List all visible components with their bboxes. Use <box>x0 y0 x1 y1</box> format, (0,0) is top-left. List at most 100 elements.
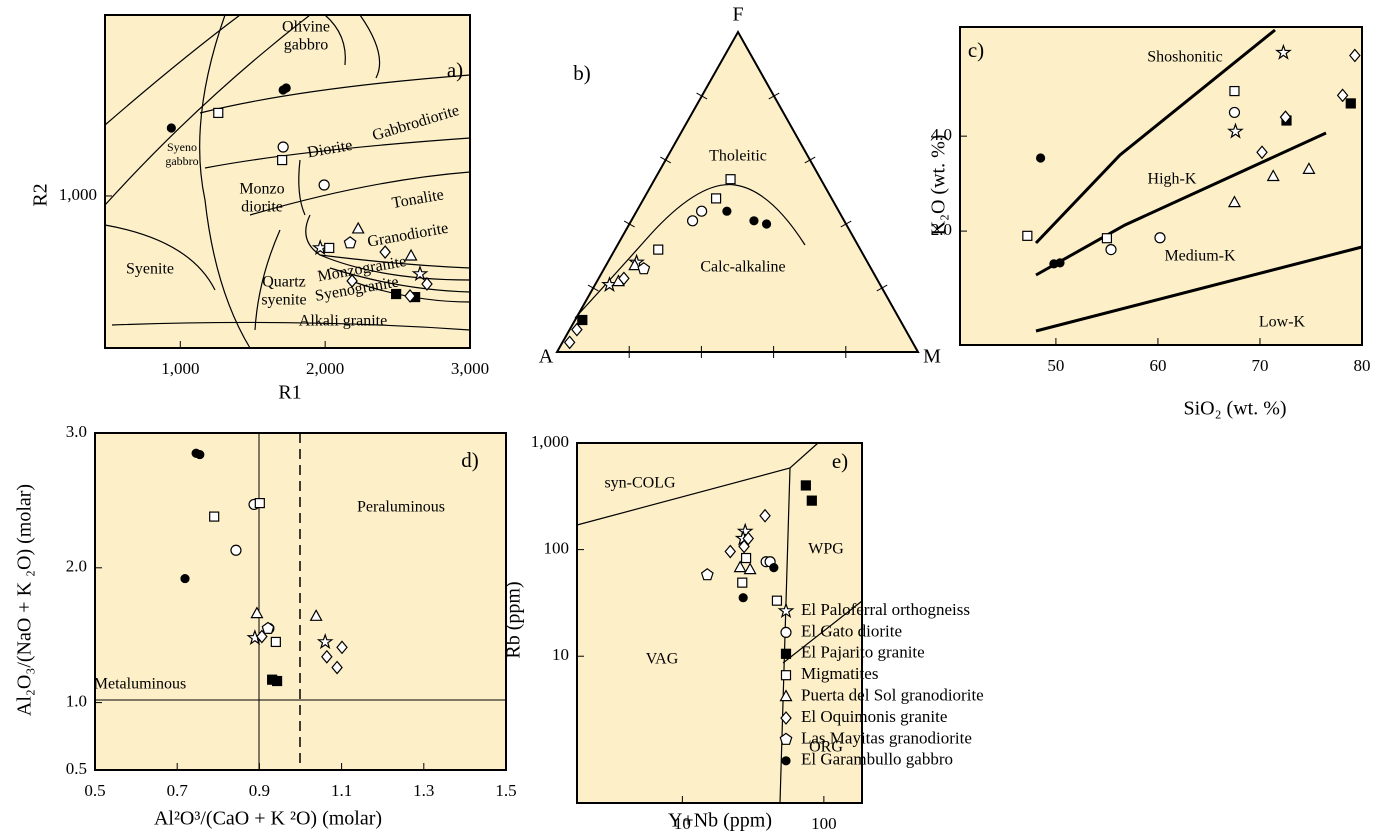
data-point <box>336 640 348 655</box>
data-point <box>738 539 750 554</box>
data-point <box>404 248 418 261</box>
field-label: VAG <box>646 651 679 668</box>
data-point <box>733 560 747 573</box>
legend-label: El Gato diorite <box>801 621 902 640</box>
x-tick-label: 10 <box>674 814 691 833</box>
data-point <box>737 577 748 588</box>
y-tick-label: 4.0 <box>931 125 952 144</box>
ternary-tick <box>840 220 852 228</box>
data-point <box>571 322 583 337</box>
x-tick-label: 1.3 <box>413 781 434 800</box>
panel-label: b) <box>573 61 591 85</box>
data-point <box>278 85 288 95</box>
data-point <box>1154 232 1166 244</box>
x-tick-label: 100 <box>811 814 837 833</box>
data-point <box>254 497 265 509</box>
x-axis-label: R1 <box>278 382 301 404</box>
x-tick-label: 3,000 <box>451 359 489 378</box>
y-tick-label: 100 <box>544 539 570 558</box>
data-point <box>1275 43 1292 60</box>
data-point <box>700 568 714 581</box>
data-point <box>637 262 651 275</box>
data-point <box>696 205 708 217</box>
corner-label: A <box>539 346 554 368</box>
data-point <box>1266 169 1280 182</box>
data-point <box>331 660 343 675</box>
data-point <box>318 179 330 191</box>
legend-label: El Garambullo gabbro <box>801 750 953 769</box>
data-point <box>769 563 779 573</box>
data-point <box>771 595 783 606</box>
data-point <box>391 288 402 300</box>
data-point <box>277 141 289 153</box>
data-point <box>1105 244 1117 256</box>
x-axis-label: Al²O³/(CaO + K ²O) (molar) <box>154 808 382 830</box>
y-tick-label: 0.5 <box>66 759 87 778</box>
field-label: syn-COLG <box>604 475 676 492</box>
x-tick-label: 0.5 <box>84 781 105 800</box>
x-tick-label: 60 <box>1149 356 1166 375</box>
legend-label: Las Mayitas granodiorite <box>801 728 972 747</box>
legend-label: El Paloferral orthogneiss <box>801 600 970 619</box>
data-point <box>1229 85 1240 97</box>
data-point <box>316 633 334 650</box>
y-tick-label: 1,000 <box>531 432 569 451</box>
data-point <box>759 508 771 523</box>
x-tick-label: 50 <box>1047 356 1064 375</box>
x-axis-label: SiO₂ (wt. %) <box>1183 398 1286 420</box>
corner-label: F <box>732 4 743 26</box>
field-label: High-K <box>1148 171 1197 188</box>
field-label: Tholeitic <box>709 148 767 165</box>
ternary-tick <box>876 284 888 292</box>
data-point <box>761 219 772 229</box>
data-point <box>1256 145 1268 160</box>
data-point <box>404 289 416 303</box>
data-point <box>628 258 642 271</box>
x-tick-label: 1.1 <box>331 781 352 800</box>
field-label: WPG <box>808 541 844 558</box>
data-point <box>270 636 281 648</box>
data-point <box>1022 230 1033 241</box>
field-label: Metaluminous <box>94 676 186 693</box>
ternary-tick <box>768 92 780 100</box>
data-point <box>1228 106 1241 119</box>
data-point <box>1055 258 1065 268</box>
x-tick-label: 0.7 <box>167 781 189 800</box>
y-tick-label: 1.0 <box>66 692 87 711</box>
data-point <box>277 154 288 166</box>
data-point <box>230 544 242 556</box>
data-point <box>738 593 748 603</box>
legend-marker <box>780 626 792 639</box>
data-point <box>343 236 357 249</box>
field-label: Monzo <box>239 181 284 198</box>
data-point <box>271 675 283 687</box>
x-axis-label: Y+Nb (ppm) <box>668 810 772 832</box>
x-tick-label: 70 <box>1251 356 1268 375</box>
panel-label: e) <box>832 449 848 473</box>
data-point <box>1336 88 1349 103</box>
data-point <box>806 495 817 506</box>
x-tick-label: 2,000 <box>306 359 344 378</box>
legend-marker <box>777 602 795 619</box>
data-point <box>1036 153 1046 163</box>
data-point <box>724 544 737 559</box>
legend-marker <box>781 756 791 766</box>
legend-label: Puerta del Sol granodiorite <box>801 686 984 705</box>
y-axis-label: R2 <box>30 183 52 206</box>
data-point <box>346 274 358 288</box>
legend-label: El Oquimonis granite <box>801 707 947 726</box>
data-point <box>653 244 664 255</box>
data-point <box>1302 162 1316 174</box>
data-point <box>180 573 190 584</box>
data-point <box>213 107 224 119</box>
data-point <box>725 174 736 185</box>
data-point <box>309 609 323 621</box>
ternary-tick <box>696 92 708 100</box>
y-tick-label: 2.0 <box>66 557 87 576</box>
data-point <box>577 314 588 326</box>
field-label: Syenite <box>126 261 174 278</box>
data-point <box>740 552 752 564</box>
panel-label: c) <box>968 38 984 62</box>
